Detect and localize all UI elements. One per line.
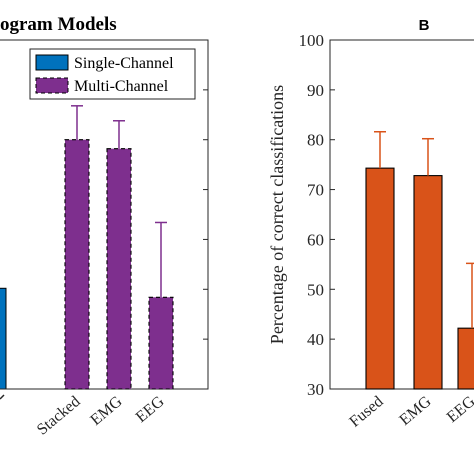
y-tick-label-b-5: 80 — [307, 131, 324, 150]
axes-box-a — [0, 39, 209, 390]
legend-label-single-channel: Single-Channel — [74, 55, 174, 72]
y-tick-label-b-4: 70 — [307, 181, 324, 200]
axes-box-b — [329, 39, 474, 390]
bar-b-emg — [413, 175, 443, 390]
y-tick-label-b-0: 30 — [307, 380, 324, 399]
y-tick-label-b-2: 50 — [307, 280, 324, 299]
partial-bar-single-channel — [0, 287, 7, 390]
x-tick-label-a-0: Stacked — [34, 393, 84, 439]
x-tick-label-b-0: Fused — [346, 393, 386, 431]
bar-multi-channel-eeg — [148, 296, 174, 390]
y-axis-label-b: Percentage of correct classifications — [267, 85, 287, 344]
x-tick-label-b-1: EMG — [396, 393, 435, 429]
y-tick-label-b-3: 60 — [307, 230, 324, 249]
legend-swatch-multi-channel — [35, 77, 69, 94]
y-tick-label-b-6: 90 — [307, 81, 324, 100]
x-tick-label-a-cropped — [0, 394, 5, 400]
bar-b-fused — [365, 167, 395, 390]
legend-label-multi-channel: Multi-Channel — [74, 78, 169, 95]
bar-b-eeg — [457, 327, 474, 390]
bar-multi-channel-stacked — [64, 139, 90, 390]
y-tick-label-b-1: 40 — [307, 330, 324, 349]
y-tick-label-b-7: 100 — [299, 31, 325, 50]
x-tick-label-a-1: EMG — [87, 393, 126, 429]
x-tick-label-b-2: EEG — [444, 393, 474, 426]
panel-a-title: ogram Models — [0, 14, 117, 35]
bar-multi-channel-emg — [106, 148, 132, 390]
legend-swatch-single-channel — [35, 54, 69, 71]
panel-label-b: B — [419, 17, 430, 34]
x-tick-label-a-2: EEG — [133, 393, 168, 426]
